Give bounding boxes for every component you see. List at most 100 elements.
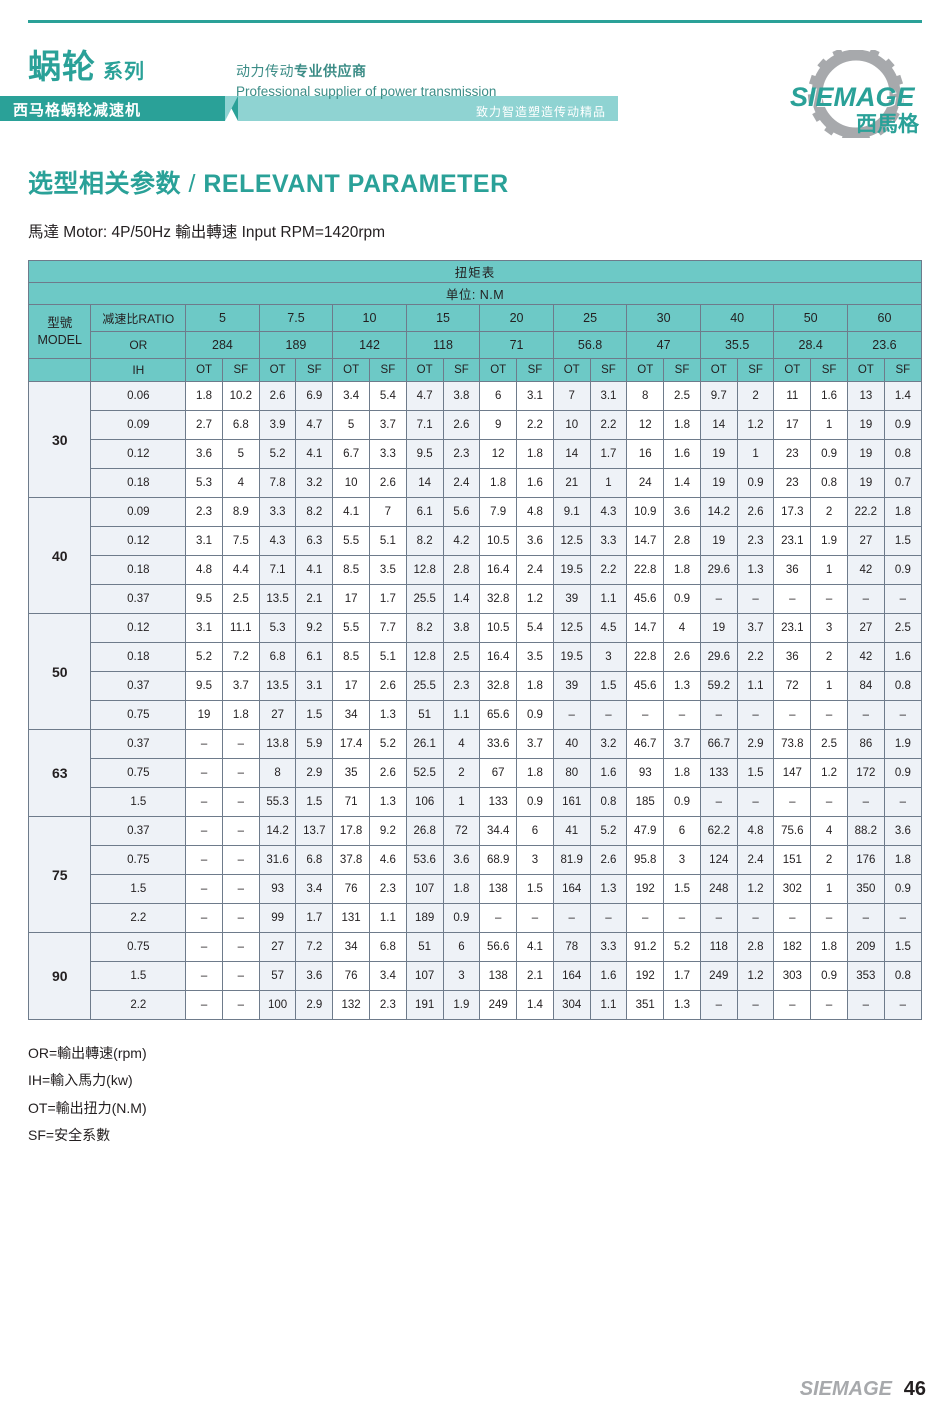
ot-cell: –	[185, 874, 223, 904]
ratio-header-label: 减速比RATIO	[90, 304, 187, 332]
ih-cell: 0.75	[90, 758, 187, 788]
ot-cell: 95.8	[626, 845, 665, 875]
ot-cell: 75.6	[773, 816, 812, 846]
ot-cell: 10.5	[479, 526, 518, 556]
ot-cell: –	[699, 584, 738, 614]
ot-cell: –	[185, 961, 223, 991]
ot-cell: 31.6	[258, 845, 297, 875]
ratio-header-25: 25	[552, 304, 628, 332]
ot-cell: 9.7	[699, 381, 738, 411]
tagline: 动力传动专业供应商 Professional supplier of power…	[236, 61, 496, 102]
ot-cell: 22.2	[846, 497, 885, 527]
ot-cell: 36	[773, 642, 812, 672]
sf-cell: 3.1	[589, 381, 628, 411]
sf-cell: 4.7	[295, 410, 334, 440]
ot-cell: 34.4	[479, 816, 518, 846]
ot-cell: 19	[846, 410, 885, 440]
ot-cell: 8.5	[332, 642, 370, 672]
table-row: 1.5– –57 3.6 76 3.4 107 3 138 2.1 164 1.6 192 1.7 249…	[29, 961, 923, 991]
sf-cell: 2.5	[810, 729, 848, 759]
sf-cell: 2.3	[369, 990, 407, 1020]
sf-cell: 1.8	[883, 845, 923, 875]
header-website[interactable]: www.siemage.com	[688, 105, 795, 119]
ot-cell: 47.9	[626, 816, 665, 846]
ot-cell: 78	[552, 932, 591, 962]
ih-cell: 0.75	[90, 845, 187, 875]
or-value-1: 189	[258, 331, 334, 359]
sf-cell: 2.4	[736, 845, 775, 875]
sf-cell: 1.2	[810, 758, 848, 788]
ot-cell: –	[699, 787, 738, 817]
ot-cell: –	[185, 990, 223, 1020]
sf-cell: 6.8	[369, 932, 407, 962]
logo-wordmark-cn: 西馬格	[856, 113, 919, 136]
sf-cell: 1.1	[589, 584, 628, 614]
ih-cell: 1.5	[90, 961, 187, 991]
sf-cell: 2.5	[442, 642, 481, 672]
sf-cell: 1.1	[736, 671, 775, 701]
sf-cell: –	[221, 990, 260, 1020]
ih-cell: 0.18	[90, 642, 187, 672]
sf-cell: 1	[736, 439, 775, 469]
sf-cell: –	[883, 584, 923, 614]
sf-cell: 1.8	[516, 439, 554, 469]
ot-cell: –	[699, 700, 738, 730]
sf-cell: 2.6	[663, 642, 701, 672]
ot-cell: –	[626, 903, 665, 933]
ot-cell: 132	[332, 990, 370, 1020]
sf-header-3: SF	[442, 358, 481, 382]
tagline-en: Professional supplier of power transmiss…	[236, 84, 497, 99]
ot-cell: 26.8	[405, 816, 444, 846]
sf-cell: 3.3	[369, 439, 407, 469]
sf-cell: 4	[221, 468, 260, 498]
sf-header-4: SF	[516, 358, 554, 382]
sf-cell: 3.8	[442, 381, 481, 411]
ot-cell: 5.5	[332, 526, 370, 556]
sf-cell: 2.4	[516, 555, 554, 585]
sf-cell: –	[516, 903, 554, 933]
sf-cell: –	[736, 990, 775, 1020]
or-header-label: OR	[90, 331, 187, 359]
ot-cell: 62.2	[699, 816, 738, 846]
ot-cell: –	[846, 584, 885, 614]
ot-cell: 6.1	[405, 497, 444, 527]
table-subheader-row: IH OT SF OT SF OT SF OT SF OT SF OT SF OT SF OT SF OT SF OT…	[27, 358, 923, 382]
ot-cell: 32.8	[479, 671, 518, 701]
sf-cell: 7.5	[221, 526, 260, 556]
sf-cell: 1.5	[295, 700, 334, 730]
ot-cell: –	[185, 816, 223, 846]
ot-cell: 93	[626, 758, 665, 788]
sf-cell: 0.9	[516, 700, 554, 730]
sf-cell: –	[736, 700, 775, 730]
table-row: 0.75– –31.6 6.8 37.8 4.6 53.6 3.6 68.9 3 81.9 2.6 9…	[29, 845, 923, 875]
ot-cell: 19	[699, 439, 738, 469]
ot-cell: 14.2	[699, 497, 738, 527]
sf-cell: 2.6	[736, 497, 775, 527]
sf-cell: 2.6	[369, 758, 407, 788]
ot-cell: 27	[846, 526, 885, 556]
table-row: 63 0.37– –13.8 5.9 17.4 5.2 26.1 4 33.6 3.7 40 3.2 4…	[27, 729, 923, 817]
ot-cell: 1.8	[185, 381, 223, 411]
or-value-8: 28.4	[773, 331, 848, 359]
model-cell-75: 75	[27, 816, 92, 933]
sf-cell: 2.1	[516, 961, 554, 991]
ot-cell: 66.7	[699, 729, 738, 759]
ih-cell: 0.12	[90, 439, 187, 469]
ot-cell: 14	[405, 468, 444, 498]
sf-cell: 4	[663, 613, 701, 643]
sf-cell: –	[221, 961, 260, 991]
sf-cell: –	[810, 990, 848, 1020]
table-or-header-row: OR 284 189 142 118 71 56.8 47 35.5 28.4 23.6	[29, 331, 923, 359]
sf-cell: 0.9	[883, 758, 923, 788]
ot-cell: 14	[552, 439, 591, 469]
sf-cell: 3.3	[589, 526, 628, 556]
motor-spec-line: 馬達 Motor: 4P/50Hz 輸出轉速 Input RPM=1420rpm	[28, 224, 386, 241]
ot-cell: 5	[332, 410, 370, 440]
sf-cell: 0.8	[883, 671, 923, 701]
ot-cell: 4.7	[405, 381, 444, 411]
ot-cell: 7	[552, 381, 591, 411]
sf-cell: 5.4	[516, 613, 554, 643]
ot-cell: 17.8	[332, 816, 370, 846]
sf-cell: –	[663, 903, 701, 933]
sf-cell: –	[221, 816, 260, 846]
